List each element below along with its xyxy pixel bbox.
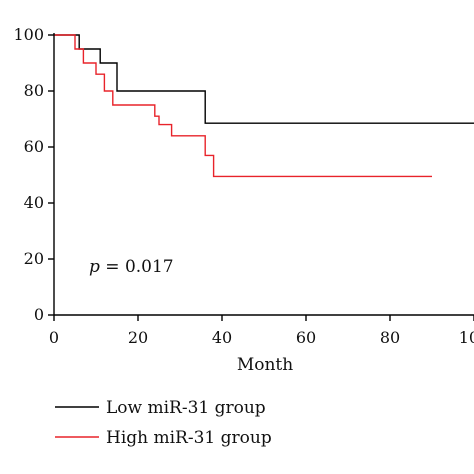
ticks: 0 20 40 60 80 100 0 20 40 60 80 100	[13, 25, 474, 347]
series-line-high	[54, 34, 432, 178]
p-value-annotation: p = 0.017	[89, 257, 174, 277]
legend-label: High miR-31 group	[106, 428, 272, 448]
x-tick-label: 80	[380, 328, 400, 347]
y-tick-label: 80	[24, 81, 44, 100]
y-tick-label: 40	[24, 193, 44, 212]
axes	[53, 33, 474, 316]
x-tick-label: 20	[128, 328, 148, 347]
y-tick-label: 20	[24, 249, 44, 268]
legend: Low miR-31 group High miR-31 group	[55, 398, 272, 448]
y-tick-label: 60	[24, 137, 44, 156]
series-line-low	[54, 34, 474, 124]
p-value-text: = 0.017	[100, 257, 174, 277]
legend-label: Low miR-31 group	[106, 398, 266, 418]
plot-lines	[54, 34, 474, 178]
x-tick-label: 60	[296, 328, 316, 347]
x-axis-title: Month	[237, 355, 293, 375]
y-tick-label: 0	[34, 305, 44, 324]
y-tick-label: 100	[13, 25, 44, 44]
p-symbol: p	[89, 257, 100, 277]
x-tick-label: 0	[49, 328, 59, 347]
x-tick-label: 40	[212, 328, 232, 347]
x-tick-label: 100	[459, 328, 474, 347]
